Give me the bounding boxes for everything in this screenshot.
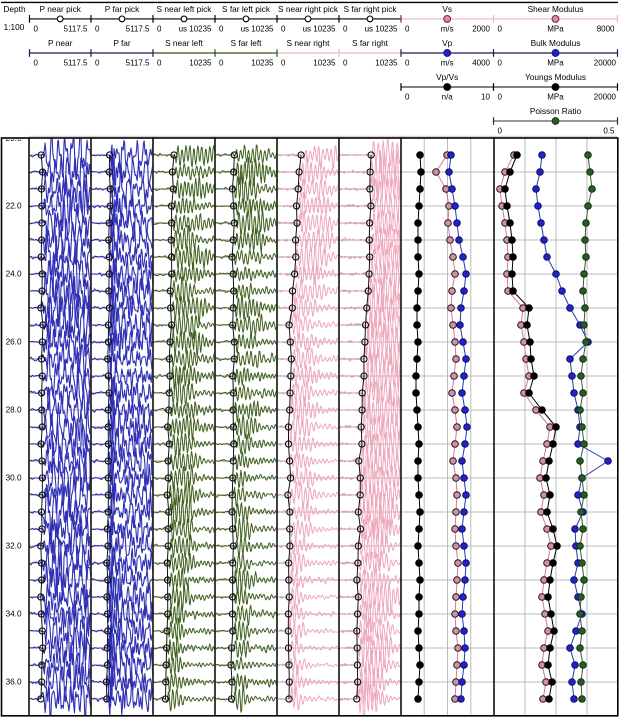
svg-text:S far right pick: S far right pick — [343, 4, 397, 14]
svg-text:0: 0 — [219, 59, 224, 68]
svg-text:0: 0 — [34, 59, 39, 68]
svg-text:Shear Modulus: Shear Modulus — [528, 4, 584, 14]
svg-text:0: 0 — [405, 25, 410, 34]
svg-text:P near pick: P near pick — [40, 4, 82, 14]
svg-text:m/s: m/s — [441, 25, 454, 34]
svg-text:MPa: MPa — [547, 93, 564, 102]
svg-text:Youngs Modulus: Youngs Modulus — [525, 72, 586, 82]
svg-text:MPa: MPa — [547, 25, 564, 34]
svg-text:24.0: 24.0 — [6, 270, 22, 279]
svg-text:0: 0 — [157, 25, 162, 34]
svg-text:S far right: S far right — [352, 38, 389, 48]
svg-text:1:100: 1:100 — [4, 22, 25, 32]
svg-text:Vs: Vs — [442, 4, 452, 14]
svg-text:P far: P far — [113, 38, 131, 48]
svg-text:0: 0 — [498, 126, 503, 135]
svg-text:0.5: 0.5 — [603, 126, 615, 135]
svg-text:us 10235: us 10235 — [365, 25, 398, 34]
svg-text:us 10235: us 10235 — [241, 25, 274, 34]
svg-text:0: 0 — [95, 59, 100, 68]
svg-text:0: 0 — [343, 25, 348, 34]
svg-text:0: 0 — [498, 93, 503, 102]
svg-text:S far left pick: S far left pick — [222, 4, 271, 14]
svg-text:MPa: MPa — [547, 59, 564, 68]
svg-text:0: 0 — [219, 25, 224, 34]
svg-text:26.0: 26.0 — [6, 338, 22, 347]
svg-text:us 10235: us 10235 — [179, 25, 212, 34]
svg-text:2000: 2000 — [472, 25, 490, 34]
svg-text:0: 0 — [157, 59, 162, 68]
svg-text:34.0: 34.0 — [6, 610, 22, 619]
svg-text:8000: 8000 — [597, 25, 615, 34]
svg-text:5117.5: 5117.5 — [64, 59, 88, 68]
svg-text:20000: 20000 — [594, 93, 617, 102]
svg-text:Vp/Vs: Vp/Vs — [436, 72, 458, 82]
svg-text:S far left: S far left — [231, 38, 263, 48]
svg-text:S near left: S near left — [165, 38, 204, 48]
svg-text:0: 0 — [405, 93, 410, 102]
svg-text:4000: 4000 — [472, 59, 490, 68]
svg-text:m/s: m/s — [441, 59, 454, 68]
svg-text:32.0: 32.0 — [6, 542, 22, 551]
svg-text:0: 0 — [34, 25, 39, 34]
svg-text:28.0: 28.0 — [6, 406, 22, 415]
svg-text:S near right: S near right — [287, 38, 331, 48]
svg-text:S near left pick: S near left pick — [157, 4, 213, 14]
svg-text:n/a: n/a — [442, 93, 454, 102]
svg-text:5117.5: 5117.5 — [64, 25, 88, 34]
svg-text:Poisson Ratio: Poisson Ratio — [530, 106, 582, 116]
svg-text:us 10235: us 10235 — [303, 25, 336, 34]
svg-text:10: 10 — [481, 93, 490, 102]
svg-text:P far pick: P far pick — [105, 4, 140, 14]
svg-text:S near right pick: S near right pick — [278, 4, 339, 14]
svg-text:0: 0 — [498, 59, 503, 68]
svg-text:0: 0 — [95, 25, 100, 34]
svg-text:36.0: 36.0 — [6, 678, 22, 687]
svg-text:Vp: Vp — [442, 38, 453, 48]
svg-text:30.0: 30.0 — [6, 474, 22, 483]
svg-text:22.0: 22.0 — [6, 202, 22, 211]
svg-text:10235: 10235 — [251, 59, 274, 68]
svg-text:0: 0 — [498, 25, 503, 34]
svg-text:5117.5: 5117.5 — [126, 59, 150, 68]
svg-text:5117.5: 5117.5 — [126, 25, 150, 34]
svg-text:0: 0 — [405, 59, 410, 68]
svg-text:0: 0 — [281, 59, 286, 68]
svg-text:0: 0 — [281, 25, 286, 34]
svg-text:20.0: 20.0 — [6, 134, 22, 143]
svg-text:20000: 20000 — [594, 59, 617, 68]
svg-text:10235: 10235 — [375, 59, 398, 68]
svg-text:10235: 10235 — [313, 59, 336, 68]
svg-text:10235: 10235 — [189, 59, 212, 68]
svg-text:Depth: Depth — [3, 4, 26, 14]
svg-text:P near: P near — [48, 38, 73, 48]
svg-text:0: 0 — [343, 59, 348, 68]
svg-text:Bulk Modulus: Bulk Modulus — [531, 38, 581, 48]
